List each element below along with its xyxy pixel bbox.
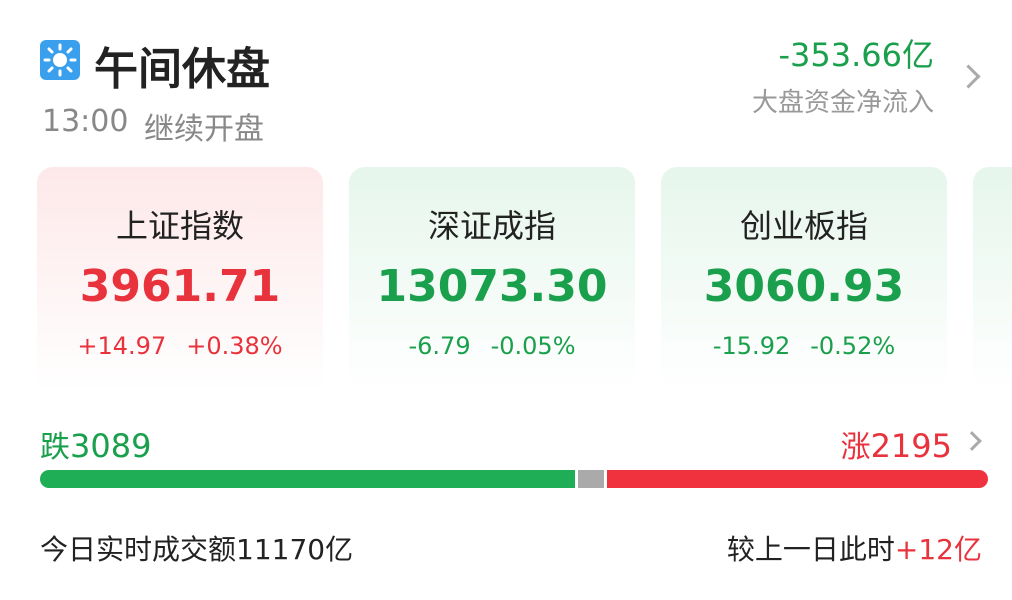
breadth-down: 跌3089 xyxy=(40,422,151,466)
compare-label: 较上一日此时 xyxy=(726,533,895,566)
title: 午间休盘 xyxy=(94,44,270,95)
index-card-partial[interactable] xyxy=(973,167,1012,391)
up-count: 2195 xyxy=(870,427,952,465)
turnover-label: 今日实时成交额 xyxy=(40,533,237,566)
index-change: -15.92 xyxy=(712,332,791,360)
index-card[interactable]: 上证指数 3961.71 +14.97 +0.38% xyxy=(37,167,323,391)
status: 继续开盘 xyxy=(144,112,264,147)
time: 13:00 xyxy=(42,104,129,139)
turnover: 今日实时成交额11170亿 xyxy=(40,528,353,568)
down-count: 3089 xyxy=(70,427,152,465)
chevron[interactable] xyxy=(962,431,982,451)
index-change: +14.97 xyxy=(77,332,167,360)
index-name: 创业板指 xyxy=(739,207,868,245)
net-flow[interactable]: -353.66亿 xyxy=(778,36,934,74)
index-name: 深证成指 xyxy=(427,207,556,245)
down-bar xyxy=(40,470,576,488)
compare-value: +12亿 xyxy=(894,533,982,566)
weather-icon xyxy=(40,40,80,80)
index-name: 上证指数 xyxy=(115,207,244,245)
index-value: 3060.93 xyxy=(703,261,905,312)
index-pct: -0.05% xyxy=(490,332,576,360)
index-value: 13073.30 xyxy=(376,261,608,312)
index-card[interactable]: 深证成指 13073.30 -6.79 -0.05% xyxy=(349,167,635,391)
index-value: 3961.71 xyxy=(79,261,281,312)
up-bar xyxy=(607,470,988,488)
index-change: -6.79 xyxy=(408,332,471,360)
turnover-compare: 较上一日此时+12亿 xyxy=(727,528,982,568)
index-pct: +0.38% xyxy=(186,332,283,360)
index-card[interactable]: 创业板指 3060.93 -15.92 -0.52% xyxy=(661,167,947,391)
chevron[interactable] xyxy=(956,64,981,89)
net-flow-label[interactable]: 大盘资金净流入 xyxy=(751,88,934,118)
index-pct: -0.52% xyxy=(810,332,896,360)
breadth-up[interactable]: 涨2195 xyxy=(841,422,952,466)
down-label: 跌 xyxy=(40,430,70,465)
up-label: 涨 xyxy=(840,430,871,465)
turnover-amount: 11170亿 xyxy=(236,533,354,566)
flat-bar xyxy=(578,470,605,488)
